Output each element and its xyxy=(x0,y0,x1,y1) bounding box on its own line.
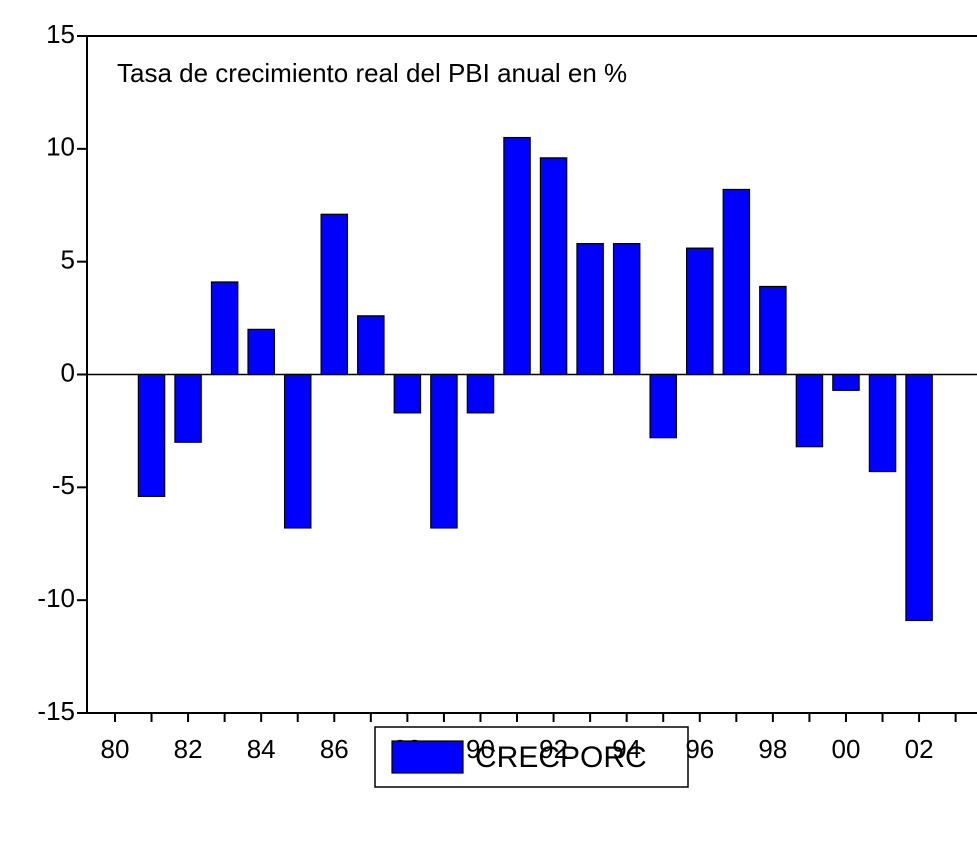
bar xyxy=(503,136,531,376)
bar xyxy=(612,243,641,376)
bar xyxy=(393,373,422,414)
bar xyxy=(210,281,239,376)
x-tick-label: 84 xyxy=(247,734,276,764)
bar xyxy=(649,373,677,439)
y-tick-label: 5 xyxy=(61,245,75,275)
bar xyxy=(832,373,860,391)
bar xyxy=(174,373,202,443)
y-tick-label: 10 xyxy=(46,132,75,162)
x-tick-label: 82 xyxy=(174,734,203,764)
bar xyxy=(283,373,312,529)
x-tick-label: 02 xyxy=(905,734,934,764)
y-tick-label: -10 xyxy=(37,583,75,613)
x-tick-label: 86 xyxy=(320,734,349,764)
bar xyxy=(686,247,714,376)
y-tick-label: 15 xyxy=(46,19,75,49)
y-tick-label: -5 xyxy=(52,470,75,500)
x-tick-label: 90 xyxy=(466,734,495,764)
x-tick-label: 80 xyxy=(101,734,130,764)
x-tick-label: 96 xyxy=(685,734,714,764)
bar xyxy=(320,213,349,376)
legend-swatch xyxy=(391,740,464,774)
bar xyxy=(539,157,568,376)
x-tick-label: 92 xyxy=(539,734,568,764)
x-tick-label: 94 xyxy=(612,734,641,764)
bar xyxy=(137,373,166,497)
y-tick-label: 0 xyxy=(61,357,75,387)
bar xyxy=(466,373,495,414)
legend-label: CRECPORC xyxy=(475,741,647,774)
bar xyxy=(759,285,787,376)
bar xyxy=(430,373,458,529)
x-tick-label: 98 xyxy=(758,734,787,764)
bar xyxy=(247,328,275,376)
bar xyxy=(795,373,824,448)
x-tick-label: 00 xyxy=(832,734,861,764)
bar xyxy=(868,373,897,473)
chart-title: Tasa de crecimiento real del PBI anual e… xyxy=(117,58,627,88)
bar xyxy=(357,315,385,376)
bar xyxy=(576,243,604,376)
bar xyxy=(905,373,933,622)
y-tick-label: -15 xyxy=(37,696,75,726)
bar xyxy=(722,188,751,376)
